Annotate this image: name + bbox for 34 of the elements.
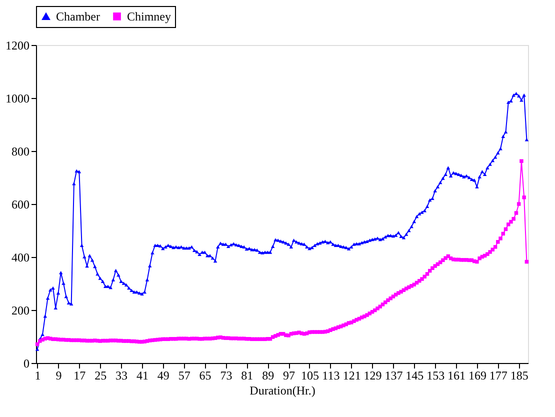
x-tick-label: 73 [220,368,232,382]
x-tick-label: 81 [241,368,254,382]
x-tick-label: 177 [489,368,508,382]
x-tick-label: 65 [199,368,212,382]
y-tick-label: 800 [12,144,30,158]
x-tick-label: 1 [34,368,41,382]
legend-label: Chamber [56,10,100,24]
y-tick-label: 400 [12,250,30,264]
x-tick-label: 25 [94,368,107,382]
x-tick-label: 89 [262,368,274,382]
x-tick-label: 41 [136,368,148,382]
x-tick-label: 9 [56,368,62,382]
x-tick-label: 137 [384,368,403,382]
x-tick-label: 153 [426,368,445,382]
y-tick-label: 0 [24,356,30,370]
x-tick-label: 161 [448,368,466,382]
x-tick-label: 185 [510,368,528,382]
x-tick-label: 57 [178,368,190,382]
x-tick-label: 169 [468,368,486,382]
y-tick-label: 200 [12,304,30,318]
x-tick-label: 97 [283,368,296,382]
y-tick-label: 1200 [6,38,30,52]
x-tick-label: 121 [342,368,361,382]
legend-label: Chimney [127,9,171,24]
x-tick-label: 17 [74,368,86,382]
x-tick-label: 33 [116,368,128,382]
y-tick-label: 1000 [6,92,30,106]
x-tick-label: 129 [364,368,382,382]
x-tick-label: 49 [157,368,170,382]
x-tick-label: 105 [300,368,319,382]
x-axis-title: Duration(Hr.) [250,384,316,398]
x-tick-label: 113 [322,368,340,382]
x-tick-label: 145 [406,368,424,382]
y-tick-label: 600 [12,198,30,212]
